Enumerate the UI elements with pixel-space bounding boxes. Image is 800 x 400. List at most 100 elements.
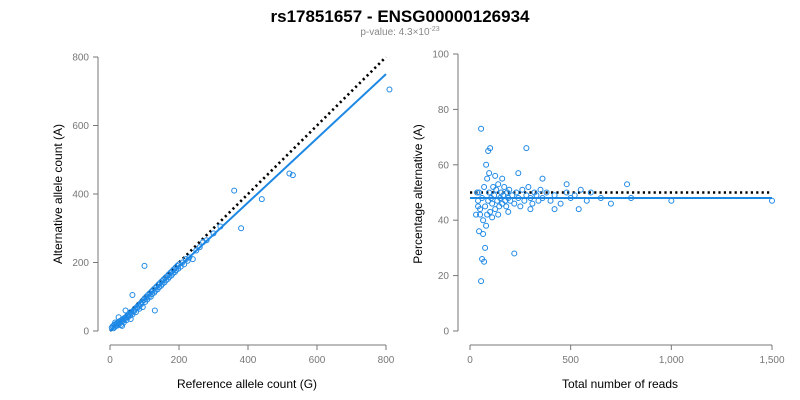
right-data-point <box>607 200 614 207</box>
right-y-tick-label: 60 <box>438 160 450 171</box>
right-data-point <box>527 206 534 213</box>
left-x-axis: 0 200 400 600 800 <box>107 344 395 366</box>
right-data-point <box>482 244 489 251</box>
right-data-point <box>503 203 510 210</box>
left-reference-line <box>109 56 387 332</box>
right-data-point <box>539 175 546 182</box>
right-data-point <box>480 217 487 224</box>
left-data-point <box>141 262 148 269</box>
right-data-point <box>523 192 530 199</box>
right-data-point <box>769 197 775 204</box>
right-data-point <box>484 211 491 218</box>
right-data-point <box>483 222 490 229</box>
right-y-tick-label: 80 <box>438 105 450 116</box>
left-data-point <box>139 304 146 311</box>
right-data-point <box>501 183 508 190</box>
right-data-point <box>486 189 493 196</box>
right-data-point <box>515 170 522 177</box>
left-x-tick-label: 400 <box>240 355 257 366</box>
right-data-point <box>583 197 590 204</box>
left-points <box>108 86 393 332</box>
right-data-point <box>543 189 550 196</box>
right-data-point <box>521 197 528 204</box>
right-y-axis: 0 20 40 60 80 100 <box>432 50 459 338</box>
left-data-point <box>112 319 119 326</box>
right-data-point <box>539 195 546 202</box>
right-data-point <box>557 200 564 207</box>
right-data-point <box>484 175 491 182</box>
right-data-point <box>478 125 485 132</box>
right-data-point <box>551 192 558 199</box>
left-data-point <box>186 254 193 261</box>
right-data-point <box>519 186 526 193</box>
right-data-point <box>492 172 499 179</box>
left-data-point <box>115 314 122 321</box>
right-data-point <box>515 195 522 202</box>
left-data-point <box>143 293 150 300</box>
right-data-point <box>489 200 496 207</box>
left-data-point <box>182 256 189 263</box>
right-data-point <box>523 145 530 152</box>
right-y-tick-label: 20 <box>438 271 450 282</box>
left-data-point <box>141 295 148 302</box>
right-data-point <box>525 183 532 190</box>
right-data-point <box>567 195 574 202</box>
right-data-point <box>481 258 488 265</box>
right-data-point <box>502 197 509 204</box>
left-data-point <box>184 257 191 264</box>
left-data-point <box>119 322 126 329</box>
right-data-point <box>493 186 500 193</box>
left-data-point <box>129 292 136 299</box>
left-data-point <box>122 307 129 314</box>
left-data-point <box>158 278 165 285</box>
right-data-point <box>563 181 570 188</box>
right-data-point <box>577 186 584 193</box>
right-data-point <box>491 192 498 199</box>
left-data-point <box>127 316 134 323</box>
right-data-point <box>506 186 513 193</box>
left-data-point <box>148 288 155 295</box>
left-data-point <box>181 261 188 268</box>
right-y-axis-label: Percentage alternative (A) <box>411 124 425 263</box>
right-data-point <box>628 195 635 202</box>
right-data-point <box>479 195 486 202</box>
right-x-axis: 0 500 1,000 1,500 <box>467 344 785 366</box>
right-data-point <box>535 197 542 204</box>
right-x-tick-label: 1,500 <box>759 355 784 366</box>
left-data-point <box>200 238 207 245</box>
subtitle-exponent: -23 <box>430 26 440 33</box>
left-data-point <box>174 262 181 269</box>
left-y-axis-label: Alternative allele count (A) <box>51 124 65 264</box>
right-x-tick-label: 0 <box>467 355 473 366</box>
right-data-point <box>476 189 483 196</box>
right-data-point <box>624 181 631 188</box>
left-x-tick-label: 800 <box>378 355 395 366</box>
right-data-point <box>509 192 516 199</box>
left-data-point <box>289 172 296 179</box>
right-data-point <box>499 175 506 182</box>
left-data-point <box>386 86 393 93</box>
right-data-point <box>505 208 512 215</box>
right-x-axis-label: Total number of reads <box>562 377 678 391</box>
right-data-point <box>597 195 604 202</box>
left-data-point <box>210 230 217 237</box>
right-data-point <box>511 250 518 257</box>
right-data-point <box>529 200 536 207</box>
right-data-point <box>507 197 514 204</box>
left-data-point <box>179 259 186 266</box>
left-y-tick-label: 800 <box>72 53 89 64</box>
left-x-tick-label: 0 <box>107 355 113 366</box>
right-data-point <box>513 189 520 196</box>
right-data-point <box>547 197 554 204</box>
right-data-point <box>481 183 488 190</box>
left-lines <box>109 56 387 332</box>
left-x-axis-label: Reference allele count (G) <box>177 377 317 391</box>
right-data-point <box>533 192 540 199</box>
right-data-point <box>537 186 544 193</box>
right-x-tick-label: 500 <box>562 355 579 366</box>
right-data-point <box>476 228 483 235</box>
left-data-point <box>217 223 224 230</box>
right-data-point <box>486 170 493 177</box>
right-scatter-panel: 0 500 1,000 1,500 0 20 40 60 80 100 Total number… <box>411 50 785 392</box>
right-data-point <box>482 203 489 210</box>
